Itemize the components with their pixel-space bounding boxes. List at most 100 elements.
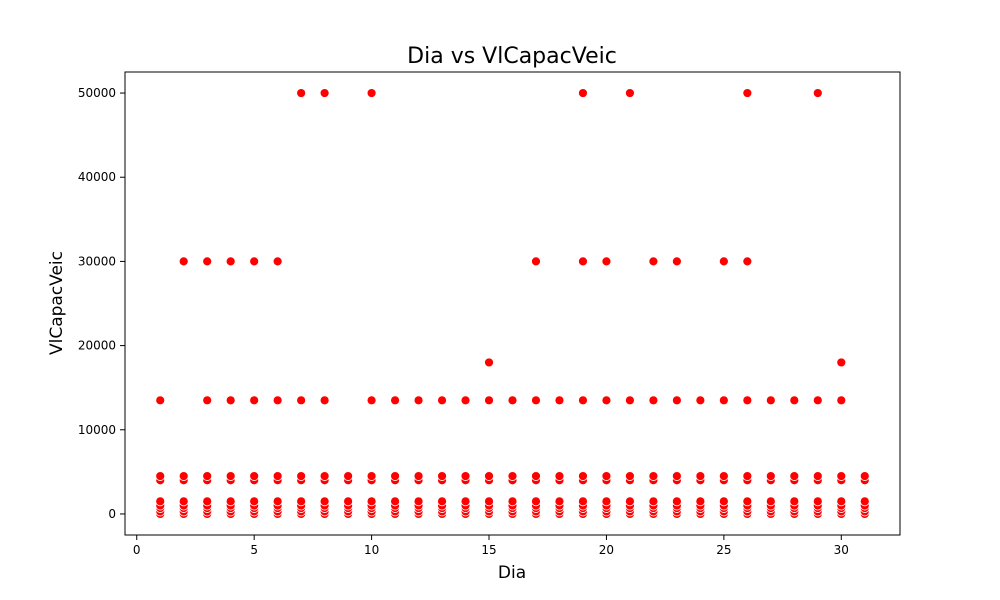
data-point xyxy=(319,395,330,406)
data-point xyxy=(859,471,870,481)
data-point xyxy=(413,395,424,406)
data-point xyxy=(601,395,612,406)
data-point xyxy=(648,471,659,481)
data-point xyxy=(178,496,189,507)
data-point xyxy=(789,395,800,406)
y-tick-label: 0 xyxy=(108,507,116,521)
data-point xyxy=(648,395,659,406)
data-point xyxy=(202,496,213,507)
data-point xyxy=(155,496,166,507)
data-point xyxy=(554,496,565,507)
data-point xyxy=(812,471,823,481)
y-tick-label: 40000 xyxy=(78,170,116,184)
data-point xyxy=(225,256,236,267)
data-point xyxy=(742,88,753,98)
data-point xyxy=(695,395,706,406)
x-tick-label: 0 xyxy=(133,543,141,557)
data-point xyxy=(178,471,189,481)
data-point xyxy=(859,496,870,507)
data-point xyxy=(789,471,800,481)
data-point xyxy=(836,471,847,481)
data-point xyxy=(765,395,776,406)
data-point xyxy=(249,256,260,267)
data-point xyxy=(718,471,729,481)
data-point xyxy=(437,496,447,507)
data-point xyxy=(742,496,753,507)
y-tick-label: 30000 xyxy=(78,254,116,268)
data-point xyxy=(836,395,847,406)
data-point xyxy=(225,395,236,406)
data-point xyxy=(554,471,565,481)
plot-frame xyxy=(124,71,901,536)
data-point xyxy=(742,395,753,406)
data-point xyxy=(249,496,260,507)
data-point xyxy=(507,471,518,481)
data-point xyxy=(484,395,494,406)
data-point xyxy=(578,471,588,481)
x-tick-label: 20 xyxy=(599,543,614,557)
x-tick-label: 30 xyxy=(834,543,849,557)
data-point xyxy=(671,496,682,507)
data-point xyxy=(695,496,706,507)
data-point xyxy=(836,357,847,368)
data-point xyxy=(272,395,283,406)
x-tick-label: 25 xyxy=(716,543,731,557)
data-point xyxy=(601,256,612,267)
data-point xyxy=(601,471,612,481)
data-point xyxy=(202,395,213,406)
y-axis-title: VlCapacVeic xyxy=(47,251,67,355)
data-point xyxy=(155,471,166,481)
x-tick-label: 5 xyxy=(250,543,258,557)
x-tick-label: 10 xyxy=(364,543,379,557)
chart-title: Dia vs VlCapacVeic xyxy=(407,44,617,69)
data-point xyxy=(272,496,283,507)
data-point xyxy=(648,256,659,267)
y-tick-label: 10000 xyxy=(78,423,116,437)
data-point xyxy=(437,471,447,481)
data-point xyxy=(812,395,823,406)
data-point xyxy=(460,496,471,507)
data-point xyxy=(272,256,283,267)
data-point xyxy=(366,88,377,98)
data-point xyxy=(718,496,729,507)
data-point xyxy=(671,256,682,267)
y-tick-label: 20000 xyxy=(78,339,116,353)
data-point xyxy=(578,395,588,406)
data-point xyxy=(413,496,424,507)
data-point xyxy=(578,256,588,267)
data-point xyxy=(531,471,541,481)
data-point xyxy=(366,496,377,507)
data-point xyxy=(531,395,541,406)
data-point xyxy=(765,496,776,507)
data-point xyxy=(484,471,494,481)
data-point xyxy=(789,496,800,507)
data-point xyxy=(648,496,659,507)
data-point xyxy=(507,496,518,507)
y-tick-label: 50000 xyxy=(78,86,116,100)
data-point xyxy=(484,357,494,368)
data-point xyxy=(296,88,307,98)
data-point xyxy=(319,88,330,98)
data-point xyxy=(531,496,541,507)
data-point xyxy=(178,256,189,267)
data-point xyxy=(225,496,236,507)
data-point xyxy=(249,471,260,481)
data-point xyxy=(742,256,753,267)
data-point xyxy=(155,395,166,406)
data-point xyxy=(343,471,354,481)
data-point xyxy=(531,256,541,267)
data-point xyxy=(437,395,447,406)
data-point xyxy=(390,496,400,507)
points-layer xyxy=(155,88,870,519)
data-point xyxy=(225,471,236,481)
data-point xyxy=(296,496,307,507)
data-point xyxy=(249,395,260,406)
data-point xyxy=(718,256,729,267)
data-point xyxy=(507,395,518,406)
ticks-layer: 0 5 10 15 20 25 30 0 10000 20000 30000 40000 50000 xyxy=(78,86,849,557)
data-point xyxy=(366,471,377,481)
x-tick-label: 15 xyxy=(481,543,496,557)
data-point xyxy=(390,471,400,481)
data-point xyxy=(319,496,330,507)
